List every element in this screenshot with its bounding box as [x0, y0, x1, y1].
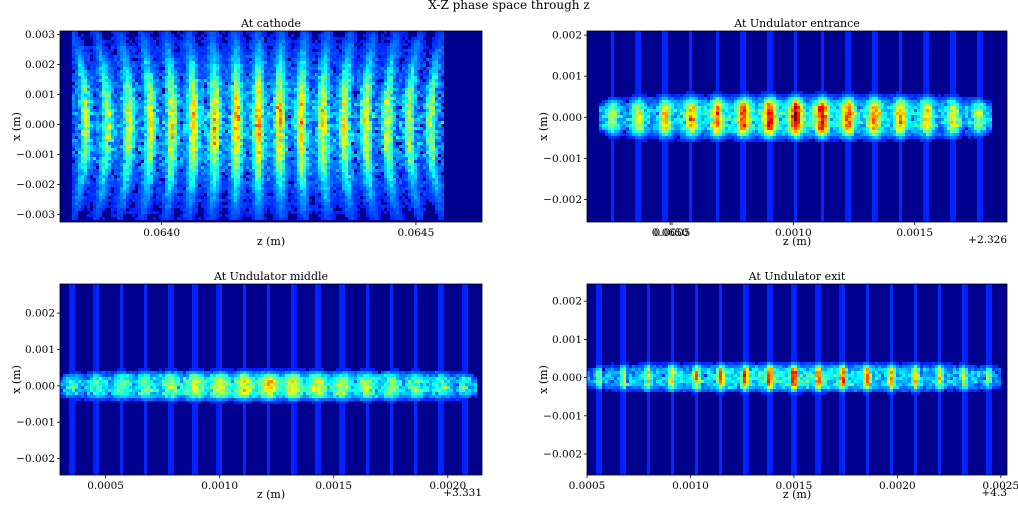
y-tick-label: 0.002: [25, 308, 55, 320]
x-tick-label: 0.0650: [652, 227, 689, 239]
subplot-title: At Undulator exit: [748, 270, 846, 283]
x-tick-label: 0.0020: [879, 480, 916, 492]
x-tick-label: 0.0005: [569, 480, 606, 492]
subplot-3: At Undulator middle 0.0005 0.0010 0.0015 0.0…: [10, 270, 483, 501]
heatmap-cells: [599, 31, 992, 222]
x-tick-label: 0.0640: [143, 227, 180, 239]
y-tick-label: 0.003: [25, 29, 55, 41]
y-tick-label: 0.000: [25, 380, 55, 392]
subplot-title: At Undulator entrance: [733, 17, 860, 30]
subplot-title: At cathode: [240, 17, 301, 30]
y-tick-label: 0.000: [25, 119, 55, 131]
y-tick-label: −0.003: [16, 209, 55, 221]
y-tick-label: −0.001: [16, 149, 55, 161]
y-tick-label: 0.000: [552, 112, 582, 124]
x-tick-label: 0.0010: [201, 480, 238, 492]
y-axis-label: x (m): [537, 112, 550, 141]
x-axis-label: z (m): [257, 488, 285, 501]
x-offset-text: +4.3: [982, 487, 1008, 499]
subplot-2: At Undulator entrance 0.0005 0.0010 0.0015 −…: [537, 17, 1008, 248]
x-axis-label: z (m): [783, 488, 811, 501]
x-tick-label: 0.0015: [315, 480, 352, 492]
x-tick-label: 0.0005: [87, 480, 124, 492]
y-tick-label: 0.000: [552, 372, 582, 384]
y-tick-label: 0.001: [552, 71, 582, 83]
y-tick-label: −0.001: [543, 153, 582, 165]
heatmap-cells: [60, 284, 477, 475]
subplot-1: At cathode 0.0640 0.0645 0.0650 −0.003 −0.002…: [10, 17, 688, 248]
subplot-4: At Undulator exit 0.0005 0.0010 0.0015 0.002…: [537, 270, 1018, 501]
x-tick-label: 0.0025: [982, 480, 1018, 492]
x-tick-label: 0.0015: [896, 227, 933, 239]
axes-frame: [59, 283, 483, 476]
y-tick-label: −0.002: [16, 179, 55, 191]
axes-frame: [586, 283, 1008, 476]
x-tick-label: 0.0010: [775, 227, 812, 239]
x-tick-label: 0.0005: [654, 227, 691, 239]
subplot-grid: At cathode 0.0640 0.0645 0.0650 −0.003 −0.002…: [10, 17, 1018, 501]
x-offset-text: +3.331: [443, 487, 482, 499]
y-tick-label: −0.001: [543, 410, 582, 422]
axes-frame: [59, 30, 483, 223]
y-axis-label: x (m): [10, 365, 23, 394]
x-tick-label: 0.0010: [672, 480, 709, 492]
x-offset-text: +2.326: [968, 234, 1007, 246]
axes-frame: [586, 30, 1008, 223]
y-tick-label: 0.002: [552, 30, 582, 42]
y-tick-label: −0.002: [543, 194, 582, 206]
y-tick-label: 0.001: [552, 334, 582, 346]
y-tick-label: −0.002: [543, 448, 582, 460]
x-tick-label: 0.0645: [398, 227, 435, 239]
x-tick-label: 0.0015: [776, 480, 813, 492]
y-tick-label: 0.002: [552, 296, 582, 308]
y-tick-label: 0.002: [25, 59, 55, 71]
y-axis-label: x (m): [537, 365, 550, 394]
x-tick-label: 0.0020: [429, 480, 466, 492]
heatmap-cells: [587, 284, 1001, 475]
x-axis-label: z (m): [783, 235, 811, 248]
y-tick-label: −0.002: [16, 453, 55, 465]
y-axis-label: x (m): [10, 112, 23, 141]
figure-suptitle: X-Z phase space through z: [428, 0, 589, 12]
x-axis-label: z (m): [257, 235, 285, 248]
y-tick-label: 0.001: [25, 344, 55, 356]
y-tick-label: 0.001: [25, 89, 55, 101]
heatmap-cells: [72, 31, 444, 220]
subplot-title: At Undulator middle: [213, 270, 328, 283]
y-tick-label: −0.001: [16, 417, 55, 429]
